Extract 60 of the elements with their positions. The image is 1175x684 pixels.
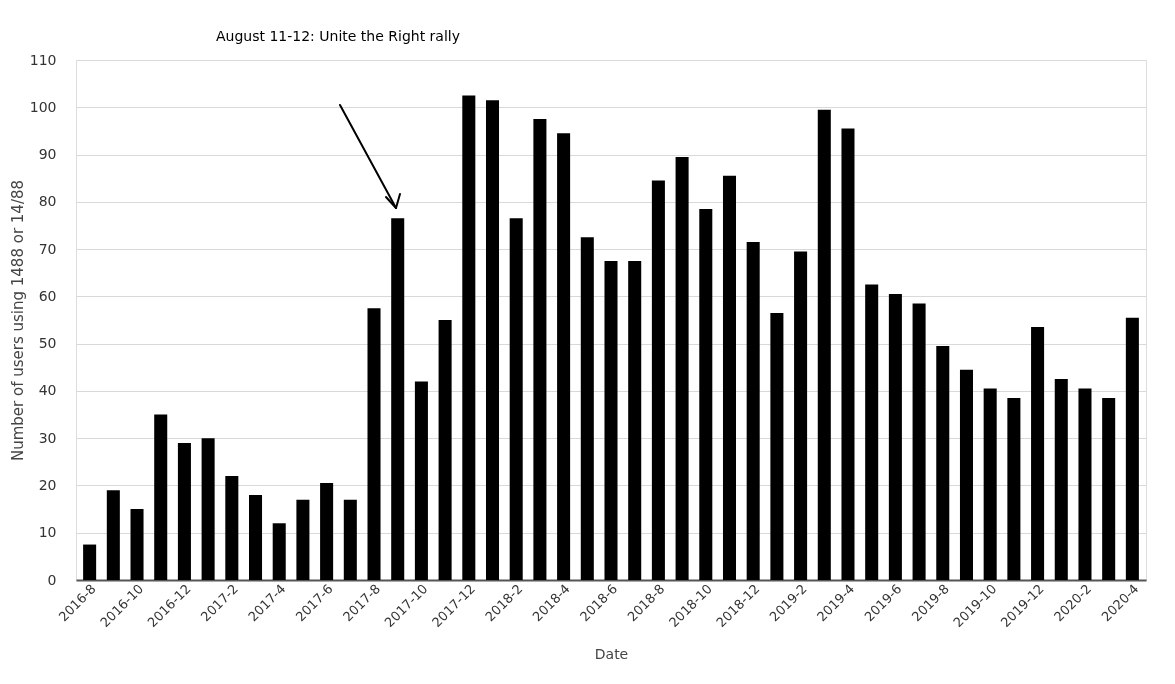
- bar: [391, 218, 405, 580]
- bar: [343, 499, 357, 580]
- bar: [1125, 317, 1139, 580]
- bar: [106, 490, 120, 580]
- text: August 11-12: Unite the Right rally: [216, 28, 460, 44]
- bar: [651, 180, 665, 580]
- bar: [1031, 327, 1045, 580]
- bar: [154, 414, 168, 580]
- bar: [959, 369, 973, 580]
- bar: [936, 346, 950, 580]
- bar: [130, 509, 144, 580]
- bar: [296, 499, 310, 580]
- bar: [367, 308, 381, 580]
- bar: [628, 260, 642, 580]
- bar: [580, 237, 594, 580]
- bar: [841, 128, 855, 580]
- bar: [1102, 398, 1116, 580]
- y-tick-label: 60: [38, 287, 57, 304]
- y-tick-label: 20: [38, 476, 57, 493]
- bar: [1078, 388, 1092, 580]
- y-tick-label: 40: [38, 382, 57, 399]
- y-tick-label: 100: [29, 98, 57, 115]
- y-tick-label: 90: [38, 146, 57, 163]
- bar: [604, 260, 618, 580]
- bar: [272, 523, 286, 580]
- bar: [746, 242, 760, 580]
- bar: [865, 284, 879, 580]
- y-tick-label: 0: [47, 571, 57, 588]
- bar: [983, 388, 997, 580]
- bar: [675, 156, 689, 580]
- y-axis-title: Number of users using 1488 or 14/88: [8, 179, 27, 462]
- bar: [722, 175, 737, 580]
- bar: [462, 95, 476, 580]
- x-axis-title: Date: [594, 646, 629, 663]
- bar: [794, 251, 808, 580]
- bar: [888, 294, 902, 580]
- y-tick-label: 10: [38, 524, 57, 541]
- bar: [817, 109, 831, 580]
- y-tick-label: 110: [29, 51, 57, 68]
- bar: [699, 208, 713, 580]
- bar: [509, 218, 523, 580]
- bar: [912, 303, 926, 580]
- bar: [177, 442, 191, 580]
- y-tick-label: 80: [38, 193, 57, 210]
- y-tick-label: 70: [38, 240, 57, 257]
- bar: [533, 119, 547, 580]
- bar: [438, 320, 452, 580]
- bar: [225, 476, 239, 580]
- y-tick-label: 30: [38, 429, 57, 446]
- bar: [770, 312, 784, 580]
- bar: [320, 483, 334, 580]
- bar: [485, 100, 500, 580]
- bar: [414, 381, 428, 580]
- bar: [249, 494, 263, 580]
- bar: [83, 544, 97, 580]
- bar: [201, 438, 215, 580]
- y-tick-label: 50: [38, 335, 57, 352]
- bar: [1054, 379, 1068, 580]
- bar: [557, 133, 571, 580]
- bar: [1007, 398, 1021, 580]
